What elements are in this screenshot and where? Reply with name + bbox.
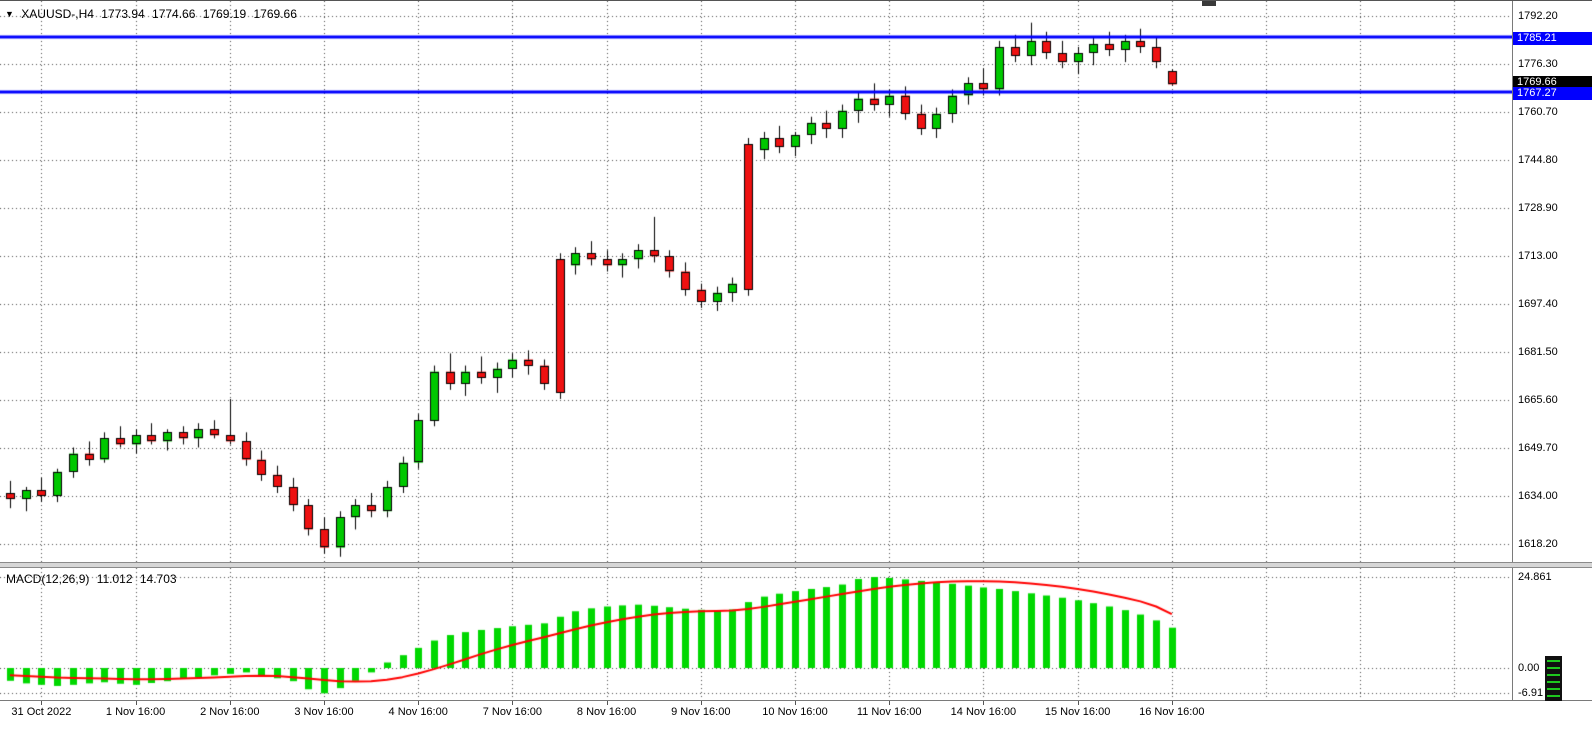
- ohlc-high: 1774.66: [152, 7, 196, 21]
- panel-splitter[interactable]: [0, 562, 1592, 568]
- time-axis-label: 4 Nov 16:00: [388, 706, 448, 718]
- time-axis-label: 8 Nov 16:00: [576, 706, 637, 718]
- time-tick: [701, 701, 702, 705]
- quick-trade-toggle-icon[interactable]: ▼: [5, 9, 14, 19]
- price-axis-label: 1744.80: [1518, 153, 1558, 166]
- time-tick: [1078, 701, 1079, 705]
- time-axis-label: 1 Nov 16:00: [105, 706, 166, 718]
- time-tick: [230, 701, 231, 705]
- price-axis-label: 1760.70: [1518, 105, 1558, 118]
- current-price-badge: 1769.66: [1513, 76, 1592, 90]
- time-tick: [889, 701, 890, 705]
- chart-ohlc-label: ▼ XAUUSD-,H4 1773.94 1774.66 1769.19 176…: [5, 7, 301, 21]
- price-axis-label: 1618.20: [1518, 538, 1558, 550]
- price-axis-label: 1681.50: [1518, 345, 1558, 358]
- time-tick: [136, 701, 137, 705]
- ohlc-low: 1769.19: [202, 7, 247, 21]
- time-axis-label: 15 Nov 16:00: [1044, 706, 1111, 718]
- time-axis-label: 31 Oct 2022: [11, 706, 72, 718]
- time-tick: [41, 701, 42, 705]
- chart-scroll-position-marker: [1202, 1, 1216, 6]
- price-axis[interactable]: 1792.20 1776.30 1760.70 1744.80 1728.90 1713.…: [1512, 1, 1592, 700]
- time-tick: [607, 701, 608, 705]
- time-tick: [983, 701, 984, 705]
- ohlc-open: 1773.94: [101, 7, 145, 21]
- price-axis-label: 1634.00: [1518, 490, 1558, 503]
- time-tick: [418, 701, 419, 705]
- level-line-price-badge: 1785.21: [1513, 32, 1592, 46]
- level-line-price-badge: 1767.27: [1513, 86, 1592, 100]
- chart-symbol-period: XAUUSD-,H4: [21, 7, 94, 21]
- ohlc-close: 1769.66: [253, 7, 297, 21]
- time-axis-label: 2 Nov 16:00: [200, 706, 260, 718]
- price-axis-label: 1776.30: [1518, 58, 1558, 71]
- time-tick: [512, 701, 513, 705]
- time-axis-label: 7 Nov 16:00: [482, 706, 543, 718]
- macd-axis-label: 0.00: [1518, 662, 1540, 674]
- macd-axis-label: -6.91: [1518, 687, 1544, 700]
- time-axis-label: 3 Nov 16:00: [294, 706, 354, 718]
- price-chart-canvas[interactable]: [0, 1, 1512, 562]
- time-axis-label: 10 Nov 16:00: [762, 706, 828, 718]
- price-axis-label: 1728.90: [1518, 202, 1558, 215]
- macd-indicator-label: MACD(12,26,9) 11.012 14.703: [6, 572, 181, 586]
- time-tick: [795, 701, 796, 705]
- time-axis-label: 11 Nov 16:00: [856, 706, 922, 718]
- macd-signal-value: 14.703: [139, 572, 177, 586]
- price-axis-label: 1792.20: [1518, 10, 1558, 22]
- macd-indicator-canvas[interactable]: [0, 568, 1512, 700]
- price-axis-label: 1697.40: [1518, 297, 1558, 310]
- background-window-fragment: [1545, 656, 1562, 701]
- time-tick: [1172, 701, 1173, 705]
- price-axis-label: 1649.70: [1518, 442, 1558, 455]
- time-axis[interactable]: 31 Oct 2022 1 Nov 16:00 2 Nov 16:00 3 Nov 1…: [0, 700, 1592, 735]
- macd-main-value: 11.012: [96, 572, 133, 586]
- time-axis-label: 16 Nov 16:00: [1139, 706, 1205, 718]
- time-tick: [324, 701, 325, 705]
- time-axis-label: 9 Nov 16:00: [671, 706, 731, 718]
- macd-name: MACD(12,26,9): [6, 572, 90, 586]
- macd-axis-label: 24.861: [1518, 571, 1552, 583]
- price-axis-label: 1665.60: [1518, 394, 1558, 407]
- time-axis-label: 14 Nov 16:00: [950, 706, 1017, 718]
- price-axis-label: 1713.00: [1518, 250, 1558, 263]
